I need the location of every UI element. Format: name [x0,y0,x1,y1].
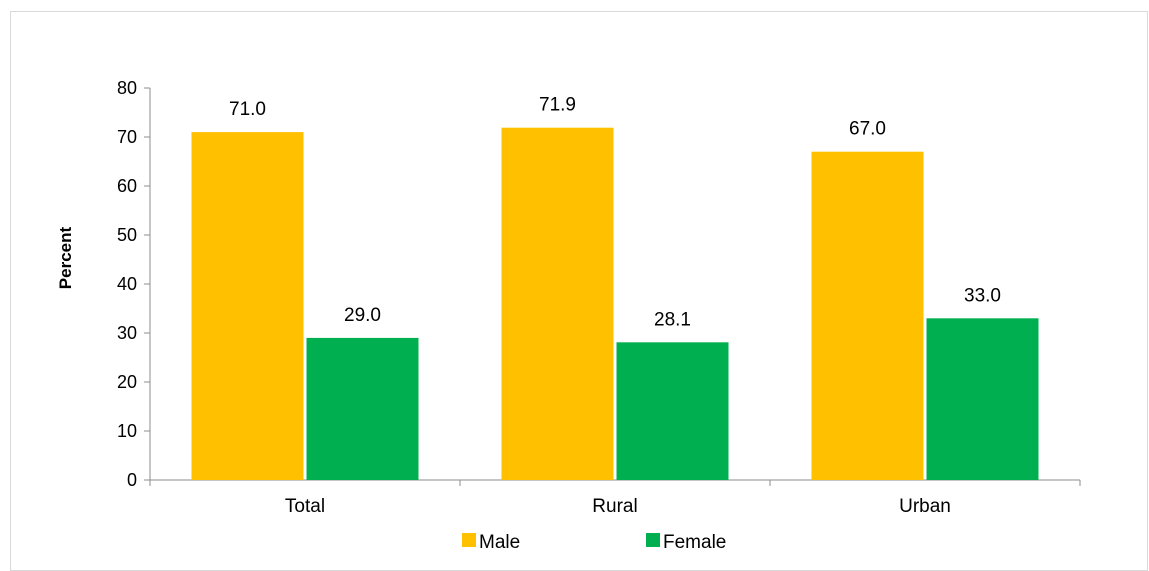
legend: Male Female [462,532,726,553]
bar-female-total [306,337,419,480]
x-category-label: Total [285,496,325,517]
legend-swatch-female [646,533,660,547]
bar-female-rural [616,342,729,480]
data-label: 28.1 [654,309,691,330]
legend-label-male: Male [479,532,520,553]
data-labels: 71.0 29.0 71.9 28.1 67.0 33.0 [229,95,1001,331]
bar-male-urban [811,151,924,480]
y-tick-label: 50 [117,225,137,245]
y-axis: 0 10 20 30 40 50 60 70 80 [117,78,151,490]
x-category-label: Rural [592,496,637,517]
x-axis: Total Rural Urban [149,479,1081,517]
y-tick-label: 70 [117,127,137,147]
legend-swatch-male [462,533,476,547]
data-label: 67.0 [849,119,886,140]
y-tick-label: 10 [117,421,137,441]
bar-male-rural [501,127,614,480]
y-tick-label: 20 [117,372,137,392]
bars [191,127,1039,480]
legend-label-female: Female [663,532,726,553]
data-label: 71.9 [539,95,576,116]
x-category-label: Urban [899,496,951,517]
data-label: 33.0 [964,285,1001,306]
data-label: 29.0 [344,305,381,326]
y-tick-label: 0 [127,470,137,490]
data-label: 71.0 [229,99,266,120]
y-tick-label: 30 [117,323,137,343]
bar-female-urban [926,318,1039,480]
bar-male-total [191,132,304,480]
y-tick-label: 40 [117,274,137,294]
y-axis-title: Percent [56,226,75,289]
y-tick-label: 60 [117,176,137,196]
y-tick-label: 80 [117,78,137,98]
